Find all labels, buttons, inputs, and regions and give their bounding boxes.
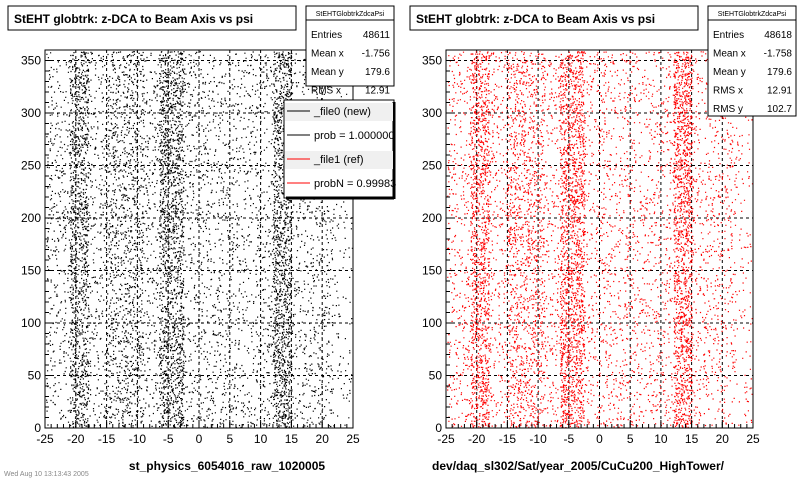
- y-tick-label: 250: [422, 159, 442, 173]
- stats-label: RMS y: [713, 104, 743, 115]
- stats-label: RMS x: [713, 86, 743, 97]
- x-tick-label: 10: [254, 432, 268, 446]
- x-tick-label: 0: [196, 432, 203, 446]
- y-tick-label: 200: [422, 211, 442, 225]
- stats-value: 48618: [764, 30, 792, 41]
- x-tick-label: -25: [36, 432, 54, 446]
- legend-box: _file0 (new) prob = 1.000000 _file1 (ref) p…: [283, 99, 396, 200]
- stats-value: -1.758: [764, 49, 793, 60]
- x-tick-label: 5: [226, 432, 233, 446]
- right-caption: dev/daq_sl302/Sat/year_2005/CuCu200_High…: [432, 459, 725, 473]
- y-tick-label: 250: [21, 159, 41, 173]
- left-title-box: StEHT globtrk: z-DCA to Beam Axis vs psi: [7, 5, 297, 31]
- left-panel: StEHT globtrk: z-DCA to Beam Axis vs psi…: [0, 0, 398, 480]
- x-tick-label: -20: [468, 432, 486, 446]
- right-panel: StEHT globtrk: z-DCA to Beam Axis vs psi…: [409, 5, 797, 473]
- stats-label: Mean y: [713, 67, 746, 78]
- x-tick-label: 25: [746, 432, 760, 446]
- stats-label: Entries: [311, 30, 342, 41]
- legend-entries: _file0 (new) prob = 1.000000 _file1 (ref) p…: [285, 103, 396, 190]
- x-tick-label: 15: [285, 432, 299, 446]
- scatter-dots: [447, 51, 754, 429]
- y-tick-label: 100: [422, 316, 442, 330]
- stats-label: Mean x: [713, 49, 746, 60]
- x-tick-label: 10: [654, 432, 668, 446]
- x-tick-label: 0: [596, 432, 603, 446]
- y-tick-label: 300: [21, 106, 41, 120]
- right-stats-name: StEHTGlobtrkZdcaPsi: [718, 11, 787, 18]
- right-x-ticks: -25 -20 -15 -10 -5 0 5 10 15 20 25: [437, 420, 760, 446]
- bottom-note: Wed Aug 10 13:13:43 2005: [4, 471, 89, 478]
- stats-value: 12.91: [767, 86, 792, 97]
- stats-label: Mean x: [311, 49, 344, 60]
- y-tick-label: 150: [422, 264, 442, 278]
- scatter-dots: [46, 51, 353, 429]
- y-tick-label: 50: [28, 369, 42, 383]
- left-stats-box: StEHTGlobtrkZdcaPsi Entries 48611 Mean x -1…: [305, 5, 395, 97]
- y-tick-label: 0: [34, 421, 41, 435]
- stats-value: 102.7: [767, 104, 792, 115]
- y-tick-label: 300: [422, 106, 442, 120]
- left-chart-title: StEHT globtrk: z-DCA to Beam Axis vs psi: [14, 12, 253, 26]
- legend-label: _file1 (ref): [313, 154, 364, 166]
- left-stats-name: StEHTGlobtrkZdcaPsi: [316, 11, 385, 18]
- x-tick-label: -20: [67, 432, 85, 446]
- right-stats-box: StEHTGlobtrkZdcaPsi Entries 48618 Mean x -1…: [707, 5, 797, 117]
- right-plot-area: -25 -20 -15 -10 -5 0 5 10 15 20 25 0 50 100 150 200 250…: [422, 49, 760, 446]
- x-tick-label: -25: [437, 432, 455, 446]
- y-tick-label: 200: [21, 211, 41, 225]
- legend-label: prob = 1.000000: [314, 130, 394, 142]
- stats-value: 12.91: [365, 86, 390, 97]
- stats-label: Mean y: [311, 67, 344, 78]
- stats-label: RMS x: [311, 86, 341, 97]
- legend-label: probN = 0.99983: [314, 178, 396, 190]
- x-tick-label: -15: [98, 432, 116, 446]
- x-tick-label: -5: [163, 432, 174, 446]
- left-x-ticks: -25 -20 -15 -10 -5 0 5 10 15 20 25: [36, 420, 360, 446]
- stats-value: -1.756: [362, 49, 391, 60]
- right-stats-rows: Entries 48618 Mean x -1.758 Mean y 179.6 RMS x…: [713, 30, 792, 115]
- x-tick-label: -10: [129, 432, 147, 446]
- legend-label: _file0 (new): [313, 106, 371, 118]
- x-tick-label: 15: [685, 432, 699, 446]
- x-tick-label: 5: [627, 432, 634, 446]
- y-tick-label: 100: [21, 316, 41, 330]
- stats-value: 179.6: [767, 67, 792, 78]
- right-y-ticks: 0 50 100 150 200 250 300 350: [422, 49, 454, 435]
- x-tick-label: 20: [716, 432, 730, 446]
- right-chart-title: StEHT globtrk: z-DCA to Beam Axis vs psi: [416, 12, 655, 26]
- left-caption: st_physics_6054016_raw_1020005: [129, 459, 325, 473]
- x-tick-label: 25: [346, 432, 360, 446]
- y-tick-label: 350: [21, 54, 41, 68]
- x-tick-label: 20: [316, 432, 330, 446]
- y-tick-label: 0: [435, 421, 442, 435]
- left-y-ticks: 0 50 100 150 200 250 300 350: [21, 49, 53, 435]
- legend-row-bg: [285, 103, 393, 121]
- stats-label: Entries: [713, 30, 744, 41]
- stats-value: 48611: [363, 30, 391, 41]
- left-plot-area: -25 -20 -15 -10 -5 0 5 10 15 20 25 0 50 100 150 200 250…: [21, 49, 360, 446]
- y-tick-label: 350: [422, 54, 442, 68]
- legend-row-bg: [285, 151, 393, 169]
- left-stats-rows: Entries 48611 Mean x -1.756 Mean y 179.6 RMS x…: [311, 30, 390, 97]
- x-tick-label: -5: [563, 432, 574, 446]
- stats-value: 179.6: [365, 67, 390, 78]
- x-tick-label: -15: [499, 432, 517, 446]
- y-tick-label: 50: [429, 369, 443, 383]
- right-title-box: StEHT globtrk: z-DCA to Beam Axis vs psi: [409, 5, 699, 31]
- y-tick-label: 150: [21, 264, 41, 278]
- x-tick-label: -10: [529, 432, 547, 446]
